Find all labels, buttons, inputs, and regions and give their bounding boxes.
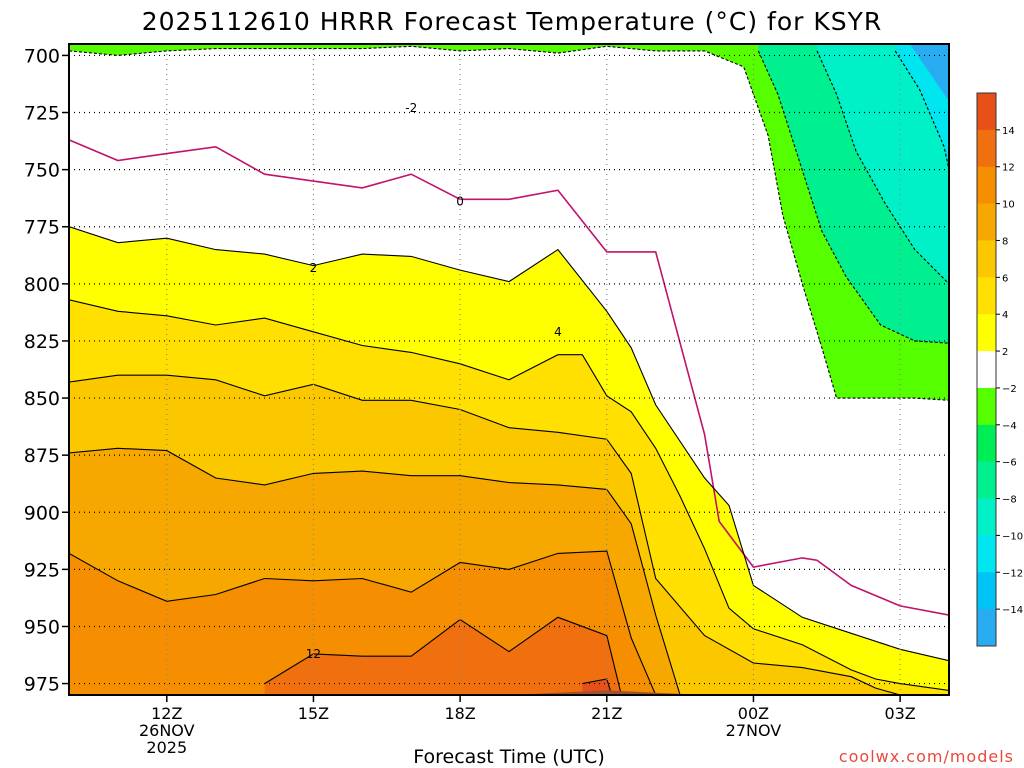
colorbar-frame: [976, 92, 997, 647]
isotherm-0: [69, 139, 949, 616]
isotherm-10: [69, 550, 657, 695]
isotherm--8: [894, 50, 949, 170]
y-tick-label: 775: [24, 217, 60, 239]
colorbar-label: −14: [1002, 605, 1023, 616]
colorbar-swatch: [977, 424, 996, 463]
y-tick-label: 900: [24, 502, 60, 524]
colorbar-swatch: [977, 166, 996, 205]
contour-labels: -2 0 2 4 12: [306, 101, 562, 661]
contour-label: -2: [405, 101, 417, 115]
y-tick-label: 700: [24, 45, 60, 67]
colorbar-label: −6: [1002, 458, 1017, 469]
isotherm-8: [69, 447, 681, 695]
colorbar-swatch: [977, 351, 996, 389]
colorbar-label: 12: [1002, 163, 1015, 174]
y-tick-label: 725: [24, 103, 60, 125]
isotherm--6: [816, 50, 949, 285]
x-axis-label: Forecast Time (UTC): [413, 746, 604, 768]
colorbar-swatch: [977, 93, 996, 131]
x-tick-year: 2025: [146, 738, 187, 757]
contour-label: 0: [456, 195, 464, 209]
x-tick-label: 03Z: [884, 704, 915, 723]
x-tick-label: 15Z: [298, 704, 329, 723]
credit-link[interactable]: coolwx.com/models: [839, 747, 1014, 766]
plot-area: [69, 44, 949, 695]
x-tick-date: 27NOV: [726, 721, 782, 740]
y-tick-label: 925: [24, 559, 60, 581]
y-tick-label: 975: [24, 674, 60, 696]
colorbar: 14 12 10 8 6 4 2 −2 −4 −6 −8 −10 −12 −14: [976, 92, 1023, 647]
isotherm-4: [69, 299, 949, 691]
colorbar-swatch: [977, 240, 996, 278]
colorbar-swatch: [977, 314, 996, 352]
y-tick-label: 750: [24, 160, 60, 182]
x-tick-label: 21Z: [591, 704, 622, 723]
colorbar-label: 6: [1002, 273, 1008, 284]
y-tick-label: 825: [24, 331, 60, 353]
plot-frame: [68, 43, 950, 696]
y-tick-label: 950: [24, 616, 60, 638]
temperature-fills: [69, 44, 949, 695]
band-very-cold: [909, 44, 949, 102]
colorbar-label: 8: [1002, 236, 1008, 247]
colorbar-label: −8: [1002, 495, 1017, 506]
colorbar-swatch: [977, 461, 996, 500]
colorbar-label: 10: [1002, 200, 1015, 211]
colorbar-swatch: [977, 129, 996, 168]
colorbar-swatch: [977, 203, 996, 241]
contour-label: 2: [310, 261, 318, 275]
colorbar-swatch: [977, 535, 996, 573]
colorbar-swatch: [977, 277, 996, 315]
isotherm-lines: [69, 45, 949, 695]
colorbar-label: −10: [1002, 531, 1023, 542]
colorbar-label: −2: [1002, 384, 1017, 395]
colorbar-label: −4: [1002, 421, 1017, 432]
isotherm-2: [69, 226, 949, 662]
y-axis: 700 725 750 775 800 825 850 875 900 925 950 975: [24, 45, 69, 696]
colorbar-swatch: [977, 387, 996, 426]
y-tick-label: 800: [24, 274, 60, 296]
x-tick-date: 26NOV: [139, 721, 195, 740]
y-tick-label: 850: [24, 388, 60, 410]
band-above-12: [264, 617, 622, 695]
x-tick-label: 00Z: [738, 704, 769, 723]
colorbar-swatch: [977, 498, 996, 536]
chart-title: 2025112610 HRRR Forecast Temperature (°C…: [142, 7, 883, 36]
x-tick-label: 12Z: [151, 704, 182, 723]
y-tick-label: 875: [24, 445, 60, 467]
colorbar-label: 4: [1002, 310, 1008, 321]
colorbar-swatch: [977, 572, 996, 610]
contour-label: 12: [306, 647, 321, 661]
colorbar-label: 14: [1002, 126, 1015, 137]
colorbar-label: 2: [1002, 347, 1008, 358]
isotherm--4: [757, 50, 949, 344]
ground-surface: [508, 690, 705, 695]
colorbar-swatch: [977, 609, 996, 647]
isotherm-6: [69, 374, 901, 695]
colorbar-label: −12: [1002, 568, 1023, 579]
contour-label: 4: [554, 325, 562, 339]
grid-lines: [69, 44, 949, 695]
x-tick-label: 18Z: [444, 704, 475, 723]
